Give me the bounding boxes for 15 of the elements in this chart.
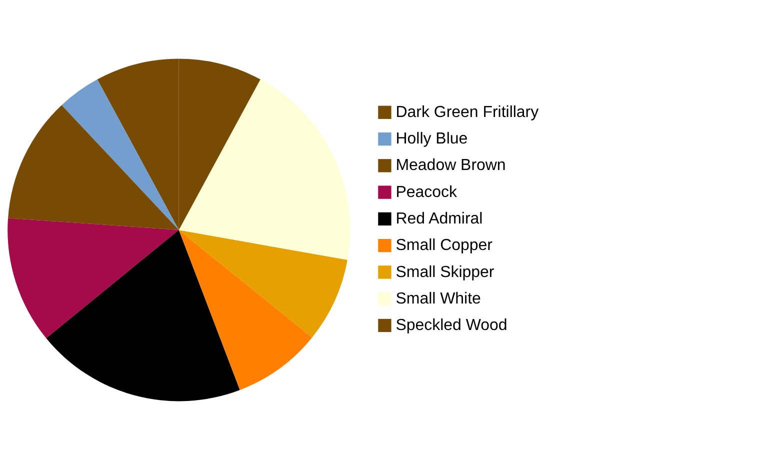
pie-slice <box>178 230 312 390</box>
pie-slice <box>8 218 179 338</box>
pie-slice <box>178 230 348 338</box>
legend-label: Meadow Brown <box>396 157 506 174</box>
legend-label: Dark Green Fritillary <box>396 104 539 121</box>
legend-label: Small White <box>396 290 482 308</box>
legend-label: Speckled Wood <box>396 317 508 334</box>
legend-label: Holly Blue <box>396 130 468 148</box>
legend-label: Small Copper <box>396 237 494 254</box>
legend-label: Small Skipper <box>396 264 495 281</box>
legend-label: Peacock <box>396 184 458 201</box>
pie-slice <box>46 230 240 402</box>
pie-slice <box>178 79 350 260</box>
pie-slice <box>62 79 179 230</box>
legend-label: Red Admiral <box>396 210 483 228</box>
